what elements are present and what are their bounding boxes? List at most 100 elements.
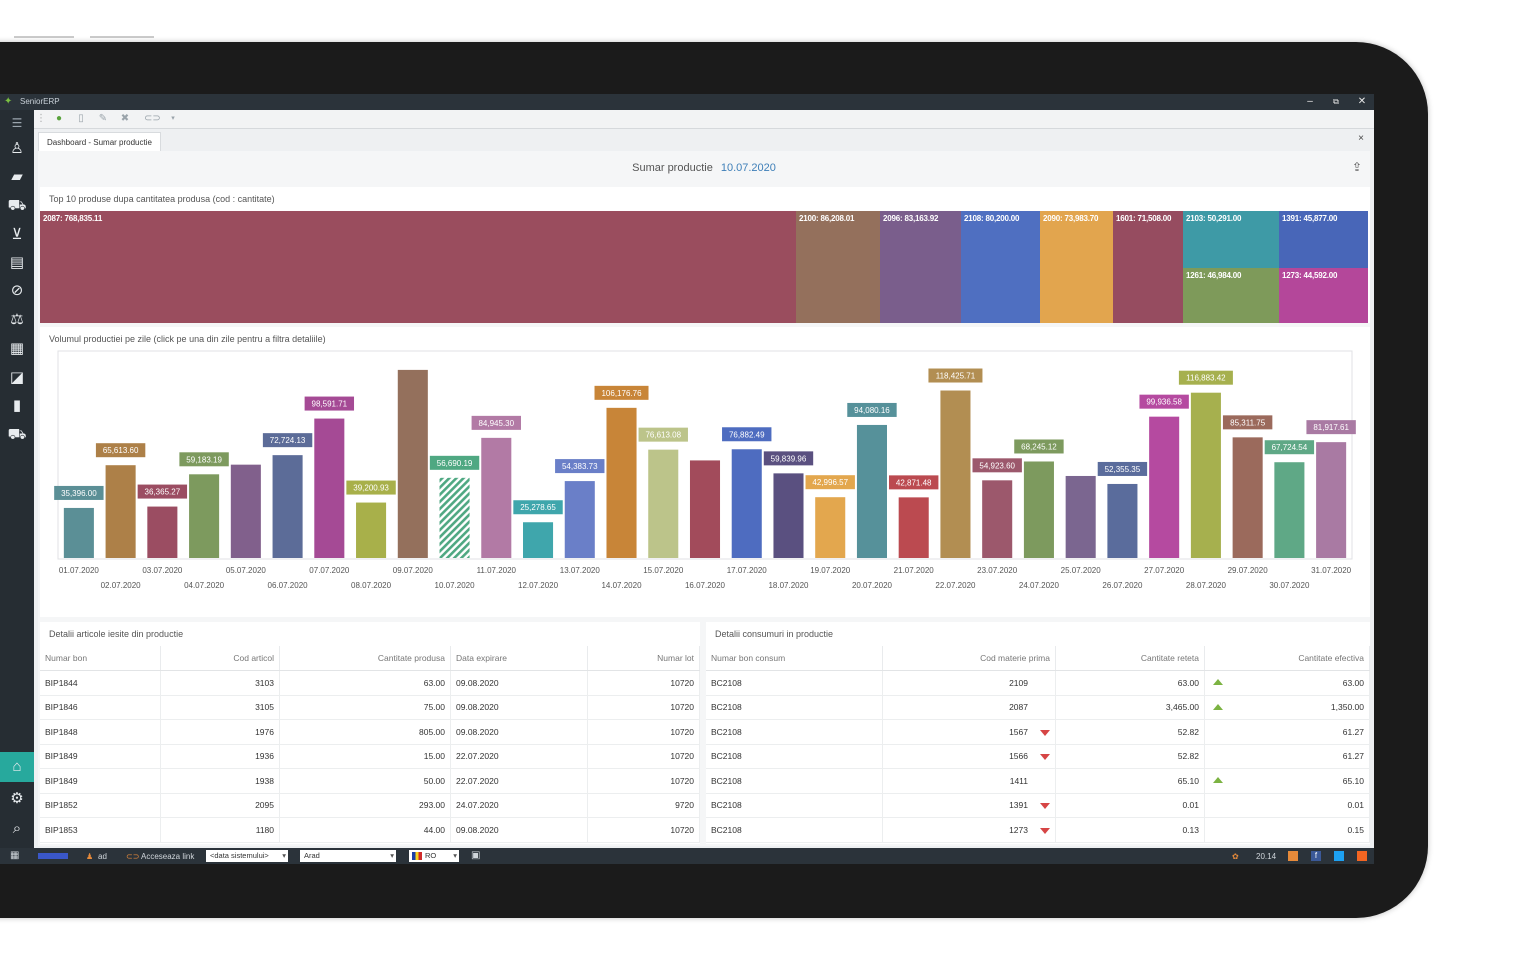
col-cantitate-produsa[interactable]: Cantitate produsa <box>279 646 451 671</box>
table-row[interactable]: BIP1844 3103 63.00 09.08.2020 10720 <box>40 670 700 696</box>
settings-icon[interactable]: ⚙ <box>10 790 24 807</box>
tab-dashboard[interactable]: Dashboard - Sumar productie <box>38 132 161 152</box>
bar[interactable] <box>481 437 512 558</box>
bar[interactable] <box>564 481 595 558</box>
treemap-cell[interactable]: 2087: 768,835.11 <box>40 211 796 323</box>
bar[interactable] <box>982 480 1013 558</box>
bar[interactable] <box>898 497 929 558</box>
bar[interactable] <box>689 460 721 558</box>
table-row[interactable]: BC2108 1273 0.13 0.15 <box>706 817 1370 843</box>
folder-open-icon[interactable]: ▰ <box>11 168 23 185</box>
col-cod-articol[interactable]: Cod articol <box>160 646 280 671</box>
edit-icon[interactable]: ✎ <box>98 113 108 124</box>
treemap-cell[interactable]: 1273: 44,592.00 <box>1279 268 1368 323</box>
treemap-cell[interactable]: 2108: 80,200.00 <box>961 211 1040 323</box>
table-row[interactable]: BC2108 2087 3,465.00 1,350.00 <box>706 695 1370 720</box>
bar[interactable] <box>1274 462 1305 558</box>
table-row[interactable]: BIP1849 1938 50.00 22.07.2020 10720 <box>40 768 700 794</box>
access-link[interactable]: Acceseaza link <box>141 852 195 861</box>
twitter-icon[interactable] <box>1334 851 1344 861</box>
building-icon[interactable]: ▦ <box>9 340 25 357</box>
bar[interactable] <box>856 424 887 558</box>
link-chain-icon[interactable]: ⊂⊃ <box>144 113 161 124</box>
bar[interactable] <box>356 502 387 558</box>
treemap-cell[interactable]: 2103: 50,291.00 <box>1183 211 1279 268</box>
treemap-cell[interactable]: 2100: 86,208.01 <box>796 211 880 323</box>
date-combo[interactable]: <data sistemului> <box>206 850 288 862</box>
col-numar-bon-consum[interactable]: Numar bon consum <box>706 646 883 671</box>
table-row[interactable]: BC2108 1567 52.82 61.27 <box>706 719 1370 745</box>
refresh-icon[interactable]: ● <box>55 113 63 124</box>
table-row[interactable]: BC2108 1566 52.82 61.27 <box>706 744 1370 769</box>
bar[interactable] <box>731 449 762 558</box>
scale-icon[interactable]: ⚖ <box>10 311 24 328</box>
header-date[interactable]: 10.07.2020 <box>720 162 776 174</box>
notification-icon[interactable]: ✿ <box>1232 852 1239 861</box>
cart-icon[interactable]: ⊻ <box>11 226 23 243</box>
table-row[interactable]: BC2108 1391 0.01 0.01 <box>706 793 1370 818</box>
bar[interactable] <box>1107 483 1138 558</box>
bar[interactable] <box>189 474 220 558</box>
menu-icon[interactable]: ☰ <box>11 116 23 130</box>
dropdown-arrow-icon[interactable]: ▾ <box>171 115 175 122</box>
location-combo[interactable]: Arad <box>300 850 396 862</box>
rss-icon[interactable] <box>1357 851 1367 861</box>
bar[interactable] <box>815 497 846 558</box>
link-icon[interactable]: ⊘ <box>10 282 24 299</box>
bar[interactable] <box>940 390 971 558</box>
close-button[interactable]: ✕ <box>1357 96 1367 107</box>
bar-chart-icon[interactable]: ▮ <box>12 397 22 414</box>
bar[interactable] <box>1065 475 1096 558</box>
bar[interactable] <box>606 407 637 558</box>
col-cod-materie-prima[interactable]: Cod materie prima <box>882 646 1056 671</box>
treemap-cell[interactable]: 2096: 83,163.92 <box>880 211 961 323</box>
bar[interactable] <box>648 449 679 558</box>
export-icon[interactable]: ⇪ <box>1351 160 1363 174</box>
bar[interactable] <box>272 455 303 558</box>
bar[interactable] <box>397 369 428 558</box>
col-numar-lot[interactable]: Numar lot <box>587 646 700 671</box>
table-row[interactable]: BIP1852 2095 293.00 24.07.2020 9720 <box>40 793 700 818</box>
bar[interactable] <box>1149 416 1180 558</box>
bar[interactable] <box>439 477 470 558</box>
treemap-cell[interactable]: 1391: 45,877.00 <box>1279 211 1368 268</box>
col-data-expirare[interactable]: Data expirare <box>450 646 588 671</box>
treemap-cell[interactable]: 2090: 73,983.70 <box>1040 211 1113 323</box>
search-document-icon[interactable]: ⌕ <box>12 820 22 837</box>
bar[interactable] <box>63 507 94 558</box>
user-name[interactable]: ad <box>98 852 107 861</box>
col-numar-bon[interactable]: Numar bon <box>40 646 161 671</box>
table-row[interactable]: BIP1853 1180 44.00 09.08.2020 10720 <box>40 817 700 843</box>
window-icon[interactable]: ▣ <box>471 850 481 861</box>
minimize-button[interactable]: – <box>1307 96 1313 107</box>
org-chart-icon[interactable]: ♙ <box>10 140 24 157</box>
restore-button[interactable]: ⧉ <box>1333 97 1339 106</box>
bar[interactable] <box>523 522 554 558</box>
col-cantitate-efectiva[interactable]: Cantitate efectiva <box>1204 646 1370 671</box>
treemap-cell[interactable]: 1601: 71,508.00 <box>1113 211 1183 323</box>
bar[interactable] <box>1232 437 1263 558</box>
table-row[interactable]: BIP1846 3105 75.00 09.08.2020 10720 <box>40 695 700 720</box>
bar[interactable] <box>1023 461 1054 558</box>
bar[interactable] <box>147 506 178 558</box>
bar[interactable] <box>1316 442 1347 558</box>
calculator-icon[interactable]: ▦ <box>10 850 20 861</box>
table-row[interactable]: BC2108 2109 63.00 63.00 <box>706 670 1370 696</box>
col-cantitate-reteta[interactable]: Cantitate reteta <box>1055 646 1205 671</box>
bar[interactable] <box>230 464 261 558</box>
table-row[interactable]: BC2108 1411 65.10 65.10 <box>706 768 1370 794</box>
bar[interactable] <box>773 473 804 558</box>
line-chart-icon[interactable]: ◪ <box>9 369 25 386</box>
clipboard-icon[interactable]: ▤ <box>9 254 25 271</box>
treemap-cell[interactable]: 1261: 46,984.00 <box>1183 268 1279 323</box>
table-row[interactable]: BIP1849 1936 15.00 22.07.2020 10720 <box>40 744 700 769</box>
delete-icon[interactable]: ✖ <box>120 113 130 124</box>
bar[interactable] <box>314 418 345 558</box>
truck-icon[interactable]: ⛟ <box>7 426 27 443</box>
bar[interactable] <box>1190 392 1221 558</box>
close-tab-icon[interactable]: × <box>1358 133 1364 144</box>
cart-settings-icon[interactable]: ⛟ <box>7 197 27 214</box>
app-tile-icon[interactable] <box>1288 851 1298 861</box>
facebook-icon[interactable]: f <box>1311 851 1321 861</box>
home-icon[interactable]: ⌂ <box>0 752 34 782</box>
